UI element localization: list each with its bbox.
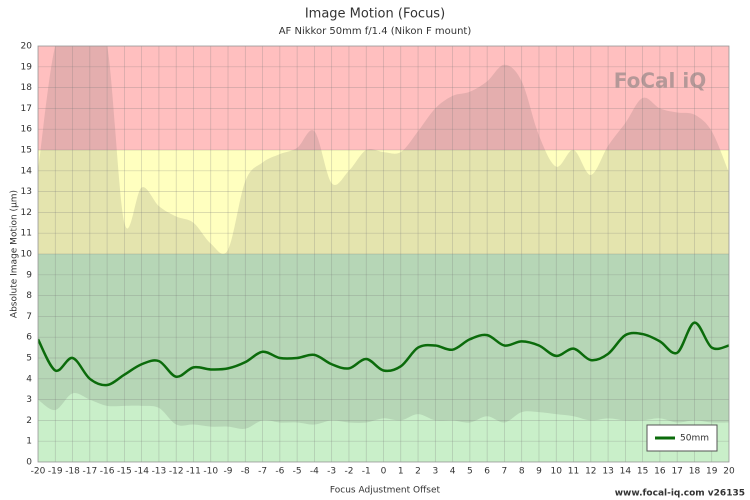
y-tick-label: 3 [26,395,32,405]
x-tick-label: -11 [186,467,201,477]
zone [38,46,729,150]
y-tick-label: 13 [21,187,32,197]
x-tick-label: -20 [31,467,46,477]
plot-border [37,45,730,463]
y-tick-label: 16 [21,125,33,135]
x-tick-label: 10 [551,467,563,477]
x-tick-label: -13 [152,467,167,477]
x-tick-label: 3 [432,467,438,477]
x-tick-label: 2 [415,467,421,477]
legend-label: 50mm [680,434,709,444]
y-tick-label: 4 [26,374,32,384]
x-tick-label: -18 [65,467,80,477]
x-tick-label: 4 [450,467,456,477]
x-tick-label: -12 [169,467,184,477]
y-tick-label: 10 [21,250,33,260]
x-tick-label: 18 [689,467,701,477]
x-tick-label: -17 [82,467,97,477]
y-tick-label: 2 [26,416,32,426]
y-tick-label: 12 [21,208,32,218]
plot-area [38,46,729,462]
y-tick-label: 11 [21,229,32,239]
line-series [38,321,729,387]
logo: FoCal iQ [614,69,706,93]
y-tick-label: 15 [21,146,32,156]
y-tick-label: 8 [26,291,32,301]
x-tick-label: -9 [224,467,233,477]
x-tick-label: -8 [241,467,250,477]
x-tick-label: 9 [536,467,542,477]
x-tick-label: 20 [723,467,735,477]
footer: www.focal-iq.com v26135 [615,489,745,499]
chart-title: Image Motion (Focus) [305,7,445,22]
y-tick-label: 17 [21,104,32,114]
x-tick-label: 19 [706,467,718,477]
envelope-area [38,46,729,429]
x-tick-label: 1 [398,467,404,477]
x-tick-label: -5 [293,467,302,477]
x-tick-label: 16 [654,467,666,477]
y-tick-label: 1 [26,437,32,447]
x-tick-label: -7 [258,467,267,477]
y-tick-label: 18 [21,83,33,93]
y-tick-label: 0 [26,458,32,468]
y-tick-label: 20 [21,42,33,52]
x-tick-label: 6 [484,467,490,477]
y-axis-label: Absolute Image Motion (µm) [10,190,20,318]
zone [38,150,729,254]
zone [38,254,729,462]
x-tick-label: -14 [134,467,149,477]
x-tick-label: -4 [310,467,319,477]
x-tick-label: -15 [117,467,132,477]
x-tick-label: 12 [585,467,596,477]
x-tick-label: 15 [637,467,648,477]
x-tick-label: 8 [519,467,525,477]
y-tick-label: 5 [26,354,32,364]
x-tick-label: -2 [344,467,353,477]
x-tick-label: -6 [275,467,284,477]
chart-subtitle: AF Nikkor 50mm f/1.4 (Nikon F mount) [279,26,472,37]
x-tick-label: 17 [671,467,682,477]
x-tick-label: -3 [327,467,336,477]
y-tick-label: 9 [26,270,32,280]
x-tick-label: 14 [620,467,632,477]
x-tick-label: 7 [502,467,508,477]
x-tick-label: 5 [467,467,473,477]
x-tick-label: 13 [602,467,613,477]
x-tick-label: -10 [203,467,218,477]
x-tick-label: -1 [362,467,371,477]
x-tick-label: 0 [381,467,387,477]
y-tick-label: 6 [26,333,32,343]
x-tick-label: 11 [568,467,579,477]
y-tick-label: 19 [21,62,33,72]
x-tick-label: -19 [48,467,63,477]
x-tick-label: -16 [100,467,115,477]
x-axis-label: Focus Adjustment Offset [330,486,441,496]
y-tick-label: 14 [21,166,33,176]
y-tick-label: 7 [26,312,32,322]
